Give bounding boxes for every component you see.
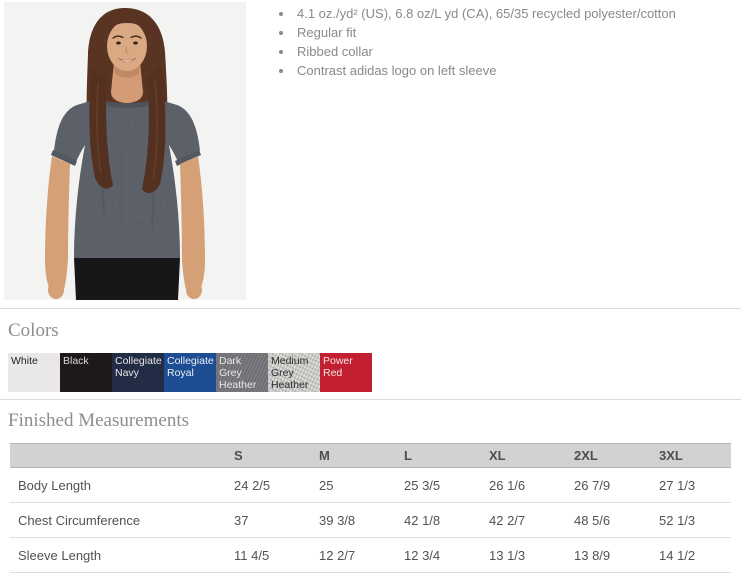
measurement-value: 42 2/7	[483, 502, 568, 538]
color-swatch-label: Collegiate Navy	[115, 355, 162, 379]
measurements-section: Finished Measurements S M L XL 2XL 3XL B…	[0, 410, 741, 573]
table-row-sleeve-length: Sleeve Length 11 4/5 12 2/7 12 3/4 13 1/…	[10, 537, 731, 573]
measurement-row-label: Sleeve Length	[10, 537, 228, 573]
feature-list: 4.1 oz./yd² (US), 6.8 oz/L yd (CA), 65/3…	[281, 4, 676, 80]
color-swatch-black[interactable]: Black	[60, 353, 112, 392]
measurement-value: 25	[313, 467, 398, 503]
color-swatch-label: Medium Grey Heather	[271, 355, 309, 391]
measurement-value: 13 1/3	[483, 537, 568, 573]
measurement-value: 52 1/3	[653, 502, 731, 538]
color-swatch-white[interactable]: White	[8, 353, 60, 392]
feature-item: 4.1 oz./yd² (US), 6.8 oz/L yd (CA), 65/3…	[294, 4, 676, 23]
measurement-value: 27 1/3	[653, 467, 731, 503]
feature-item: Contrast adidas logo on left sleeve	[294, 61, 676, 80]
column-header-m: M	[313, 443, 398, 468]
color-swatch-medium-grey-heather[interactable]: Medium Grey Heather	[268, 353, 320, 392]
measurement-value: 12 3/4	[398, 537, 483, 573]
measurements-table: S M L XL 2XL 3XL Body Length 24 2/5 25 2…	[10, 443, 731, 573]
color-swatch-dark-grey-heather[interactable]: Dark Grey Heather	[216, 353, 268, 392]
measurement-value: 24 2/5	[228, 467, 313, 503]
measurement-value: 26 7/9	[568, 467, 653, 503]
measurement-value: 48 5/6	[568, 502, 653, 538]
table-header-row: S M L XL 2XL 3XL	[10, 443, 731, 468]
color-swatch-label: Dark Grey Heather	[219, 355, 257, 391]
measurement-value: 12 2/7	[313, 537, 398, 573]
column-header-l: L	[398, 443, 483, 468]
color-swatch-power-red[interactable]: Power Red	[320, 353, 372, 392]
measurement-value: 37	[228, 502, 313, 538]
measurement-value: 11 4/5	[228, 537, 313, 573]
colors-heading: Colors	[8, 320, 59, 341]
color-swatch-label: Black	[63, 355, 89, 367]
section-divider	[0, 399, 741, 400]
column-header-s: S	[228, 443, 313, 468]
measurement-value: 42 1/8	[398, 502, 483, 538]
model-illustration	[4, 2, 246, 300]
measurement-value: 39 3/8	[313, 502, 398, 538]
feature-item: Regular fit	[294, 23, 676, 42]
table-row-chest-circumference: Chest Circumference 37 39 3/8 42 1/8 42 …	[10, 502, 731, 538]
color-swatch-label: Collegiate Royal	[167, 355, 214, 379]
measurement-value: 14 1/2	[653, 537, 731, 573]
color-swatch-collegiate-navy[interactable]: Collegiate Navy	[112, 353, 164, 392]
color-swatch-label: White	[11, 355, 38, 367]
measurement-row-label: Chest Circumference	[10, 502, 228, 538]
column-header-xl: XL	[483, 443, 568, 468]
color-swatch-label: Power Red	[323, 355, 353, 379]
column-header-3xl: 3XL	[653, 443, 731, 468]
measurement-value: 26 1/6	[483, 467, 568, 503]
product-overview-section: 4.1 oz./yd² (US), 6.8 oz/L yd (CA), 65/3…	[0, 0, 741, 309]
feature-item: Ribbed collar	[294, 42, 676, 61]
table-row-body-length: Body Length 24 2/5 25 25 3/5 26 1/6 26 7…	[10, 467, 731, 503]
measurement-value: 25 3/5	[398, 467, 483, 503]
column-header-blank	[10, 443, 228, 468]
color-swatch-row: White Black Collegiate Navy Collegiate R…	[8, 353, 741, 392]
colors-section: Colors White Black Collegiate Navy Colle…	[0, 320, 741, 392]
measurements-heading: Finished Measurements	[8, 410, 190, 431]
measurement-value: 13 8/9	[568, 537, 653, 573]
color-swatch-collegiate-royal[interactable]: Collegiate Royal	[164, 353, 216, 392]
measurement-row-label: Body Length	[10, 467, 228, 503]
product-photo[interactable]	[4, 2, 246, 300]
column-header-2xl: 2XL	[568, 443, 653, 468]
